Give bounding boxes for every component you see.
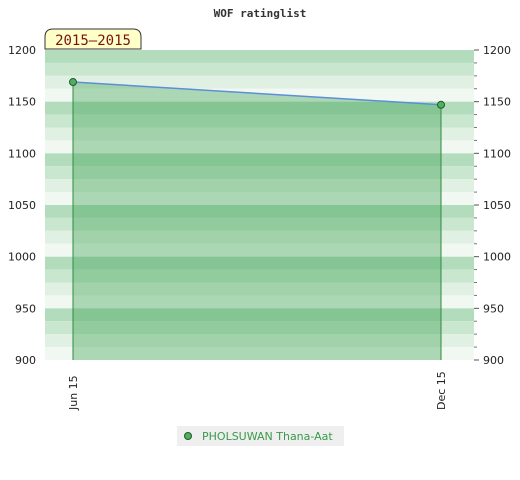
background-band	[45, 179, 474, 193]
background-band	[45, 243, 474, 257]
legend: PHOLSUWAN Thana-Aat	[177, 426, 344, 446]
period-label: 2015–2015	[55, 33, 131, 49]
background-band	[45, 295, 474, 309]
background-band	[45, 192, 474, 205]
y-tick-label: 900	[15, 354, 36, 367]
background-band	[45, 50, 474, 63]
y-tick-label: 1150	[8, 96, 36, 109]
background-band	[45, 166, 474, 180]
background-band	[45, 153, 474, 167]
y-tick-label-right: 900	[483, 354, 504, 367]
y-tick-label-right: 1000	[483, 251, 511, 264]
series-area	[72, 82, 442, 361]
y-tick-label: 1000	[8, 251, 36, 264]
background-band	[45, 321, 474, 335]
series-area-fill	[73, 82, 441, 361]
background-band	[45, 205, 474, 218]
y-tick-label: 1100	[8, 147, 36, 160]
data-point	[437, 100, 445, 109]
y-tick-label-right: 1200	[483, 44, 511, 57]
series-line-layer	[69, 78, 445, 109]
background-band	[45, 217, 474, 231]
background-band	[45, 269, 474, 283]
background-band	[45, 88, 474, 102]
background-band	[45, 114, 474, 128]
background-band	[45, 75, 474, 89]
legend-series-name: PHOLSUWAN Thana-Aat	[202, 430, 333, 443]
x-axis: Jun 15 Dec 15	[67, 371, 448, 411]
background-band	[45, 282, 474, 296]
y-tick-label-right: 1050	[483, 199, 511, 212]
background-bands	[45, 50, 474, 360]
background-band	[45, 308, 474, 322]
y-tick-label-right: 1100	[483, 147, 511, 160]
series-line	[72, 81, 442, 106]
background-band	[45, 256, 474, 270]
y-tick-label: 1200	[8, 44, 36, 57]
x-tick-label: Jun 15	[67, 375, 80, 411]
background-band	[45, 140, 474, 154]
data-point	[69, 78, 77, 87]
background-band	[45, 230, 474, 244]
y-tick-label-right: 950	[483, 302, 504, 315]
background-band	[45, 127, 474, 141]
y-tick-label-right: 1150	[483, 96, 511, 109]
background-band	[45, 334, 474, 348]
legend-marker	[184, 432, 192, 440]
period-badge: 2015–2015	[44, 28, 142, 50]
y-tick-label: 950	[15, 302, 36, 315]
background-band	[45, 101, 474, 115]
y-axis-right: 900 950 1000 1050 1100 1150 1200	[474, 44, 511, 367]
y-tick-label: 1050	[8, 199, 36, 212]
x-tick-label: Dec 15	[435, 371, 448, 410]
background-band	[45, 347, 474, 360]
background-band	[45, 62, 474, 76]
y-axis-left: 900 950 1000 1050 1100 1150 1200	[8, 44, 36, 367]
chart-title: WOF ratinglist	[214, 7, 307, 20]
